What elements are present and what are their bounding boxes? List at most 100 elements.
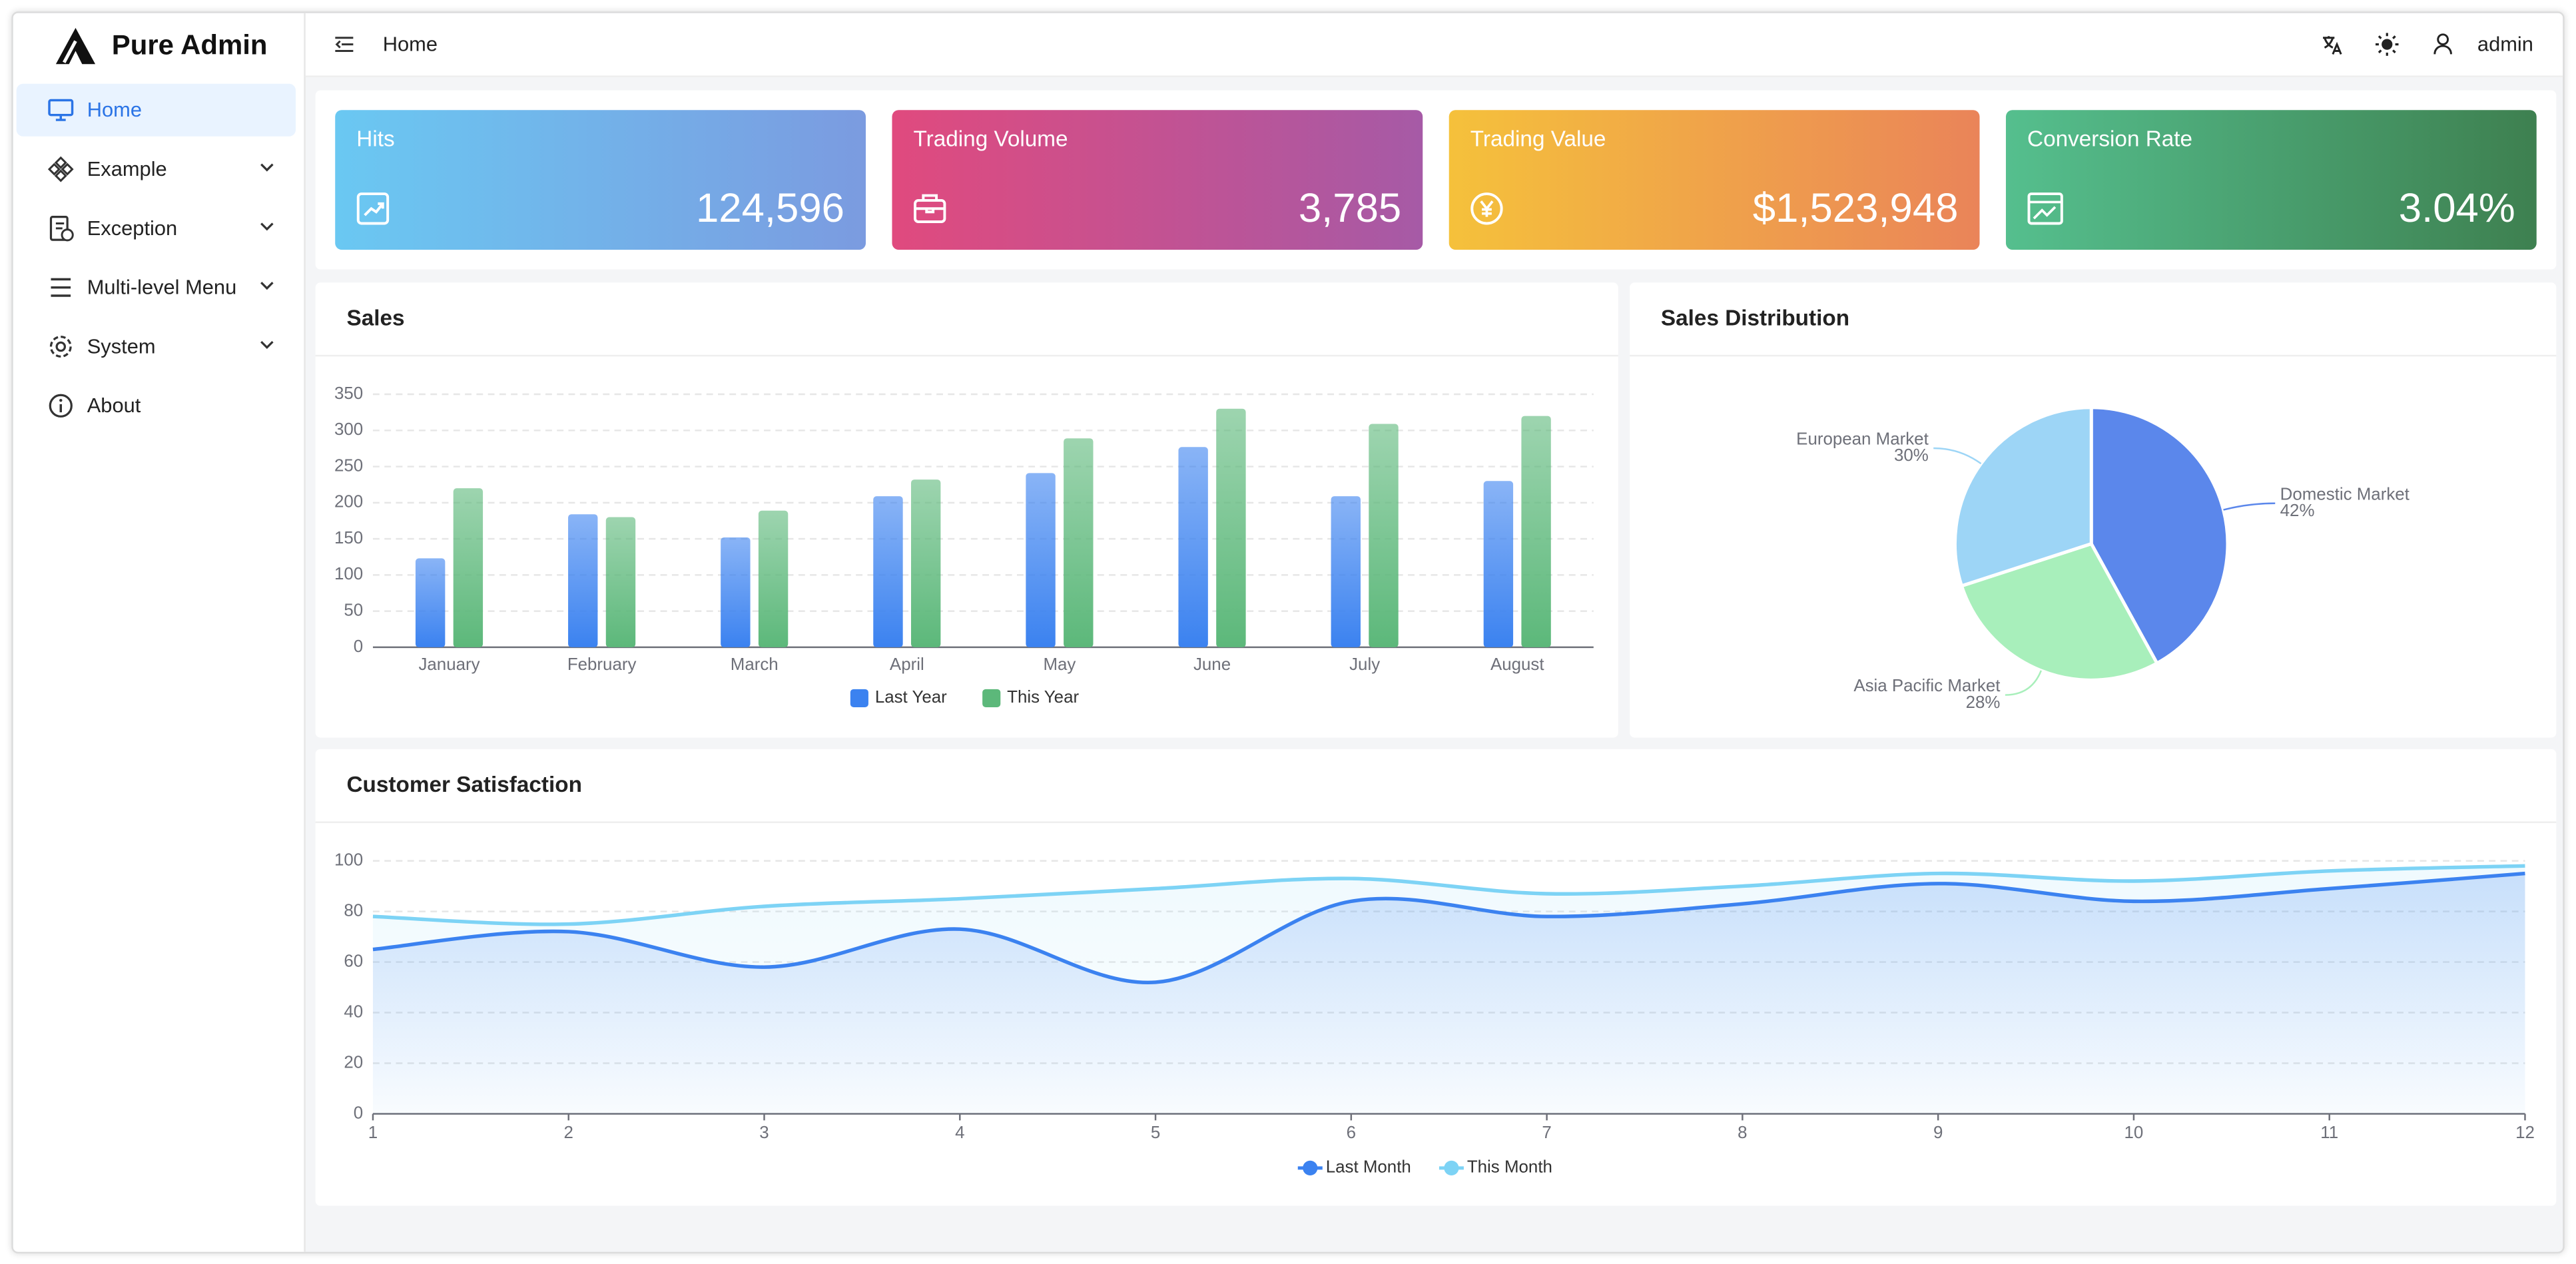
- card-title: Conversion Rate: [2027, 126, 2193, 151]
- logo: [55, 27, 96, 65]
- y-tick-label: 350: [334, 384, 363, 403]
- y-tick-label: 60: [344, 952, 363, 970]
- legend-label: Last Year: [875, 688, 947, 707]
- y-tick-label: 40: [344, 1002, 363, 1021]
- bar: [415, 558, 446, 647]
- bar: [1331, 496, 1361, 647]
- slice-value: 30%: [1894, 446, 1929, 465]
- x-tick-label: June: [1193, 655, 1231, 674]
- sales-panel: Sales: [315, 282, 1618, 738]
- card-value: 124,596: [695, 185, 844, 232]
- x-tick-label: February: [567, 655, 637, 674]
- x-tick-label: May: [1043, 655, 1076, 674]
- bar: [1216, 408, 1246, 647]
- menu-item[interactable]: Home: [16, 83, 296, 137]
- leader-line: [2223, 502, 2276, 511]
- slice-label: Domestic Market: [2280, 485, 2410, 503]
- leader-line: [1933, 447, 1982, 465]
- x-tick-label: 11: [2320, 1123, 2338, 1142]
- bar: [1064, 438, 1094, 647]
- x-tick-label: August: [1490, 655, 1544, 674]
- y-tick-label: 150: [334, 529, 363, 547]
- y-tick-label: 100: [334, 850, 363, 869]
- collapse-button[interactable]: [335, 36, 355, 53]
- x-tick-label: March: [731, 655, 779, 674]
- x-tick-label: April: [890, 655, 924, 674]
- y-tick-label: 300: [334, 420, 363, 439]
- x-tick-label: 8: [1738, 1123, 1747, 1142]
- x-tick-label: 10: [2124, 1123, 2144, 1142]
- area: [372, 873, 2525, 1114]
- legend-swatch: [982, 689, 1001, 707]
- bar: [910, 479, 941, 647]
- card-value: 3,785: [1298, 185, 1402, 232]
- panel-title: Customer Satisfaction: [346, 772, 582, 797]
- card-value: $1,523,948: [1752, 185, 1959, 232]
- legend-swatch: [850, 689, 868, 707]
- legend-label: This Year: [1007, 688, 1079, 707]
- bar: [453, 488, 483, 647]
- y-tick-label: 200: [334, 493, 363, 511]
- card-title: Trading Volume: [913, 126, 1068, 151]
- card-value: 3.04%: [2398, 185, 2515, 232]
- user-name[interactable]: admin: [2477, 33, 2533, 56]
- menu-label: About: [87, 394, 141, 418]
- line: [372, 864, 2525, 926]
- stat-card: Trading Volume 3,785: [892, 110, 1423, 250]
- bar: [1369, 424, 1399, 647]
- slice-label: Asia Pacific Market: [1853, 677, 2000, 695]
- y-tick-label: 80: [344, 901, 363, 920]
- x-tick-label: January: [418, 655, 480, 674]
- theme-button[interactable]: [2375, 33, 2399, 56]
- bar: [1521, 416, 1551, 647]
- bar: [1178, 447, 1208, 647]
- x-tick-label: 5: [1151, 1123, 1160, 1142]
- bar: [1483, 481, 1514, 647]
- breadcrumb[interactable]: Home: [382, 33, 438, 56]
- menu-item[interactable]: Exception: [17, 202, 296, 254]
- user-icon[interactable]: [2433, 33, 2453, 56]
- menu-item[interactable]: System: [17, 320, 296, 373]
- menu-label: Example: [87, 157, 167, 181]
- pie-slice: [1960, 542, 2159, 682]
- menu-item[interactable]: Multi-level Menu: [17, 261, 296, 314]
- x-tick-label: 4: [955, 1123, 964, 1142]
- stat-card: Hits 124,596: [335, 110, 866, 250]
- x-tick-label: 3: [759, 1123, 769, 1142]
- menu-item[interactable]: Example: [17, 143, 296, 196]
- brand: Pure Admin: [111, 29, 268, 61]
- translate-button[interactable]: [2322, 35, 2343, 56]
- bar: [1026, 473, 1056, 647]
- line: [372, 871, 2525, 985]
- stat-card: Trading Value $1,523,948: [1449, 110, 1980, 250]
- y-tick-label: 20: [344, 1053, 363, 1072]
- slice-value: 42%: [2280, 501, 2315, 520]
- menu-label: Home: [87, 99, 142, 122]
- panel-title: Sales: [346, 305, 405, 330]
- y-tick-label: 50: [344, 601, 363, 619]
- panel-title: Sales Distribution: [1660, 305, 1850, 330]
- x-tick-label: 9: [1933, 1123, 1943, 1142]
- leader-line: [2005, 670, 2043, 696]
- menu-label: Exception: [87, 216, 178, 240]
- legend-label: Last Month: [1326, 1158, 1411, 1177]
- x-tick-label: 1: [368, 1123, 378, 1142]
- y-tick-label: 0: [354, 637, 363, 656]
- x-tick-label: 12: [2515, 1123, 2535, 1142]
- y-tick-label: 0: [354, 1104, 363, 1122]
- slice-label: European Market: [1796, 430, 1929, 448]
- legend-label: This Month: [1467, 1158, 1552, 1177]
- pie-slice: [1953, 406, 2093, 588]
- card-title: Hits: [356, 126, 395, 151]
- menu-item[interactable]: About: [17, 380, 296, 432]
- header: Home admin: [305, 13, 2563, 77]
- bar: [568, 514, 598, 647]
- y-tick-label: 250: [334, 456, 363, 475]
- bar: [873, 496, 903, 647]
- x-tick-label: July: [1349, 655, 1380, 674]
- menu-label: System: [87, 335, 156, 358]
- bar: [758, 510, 789, 647]
